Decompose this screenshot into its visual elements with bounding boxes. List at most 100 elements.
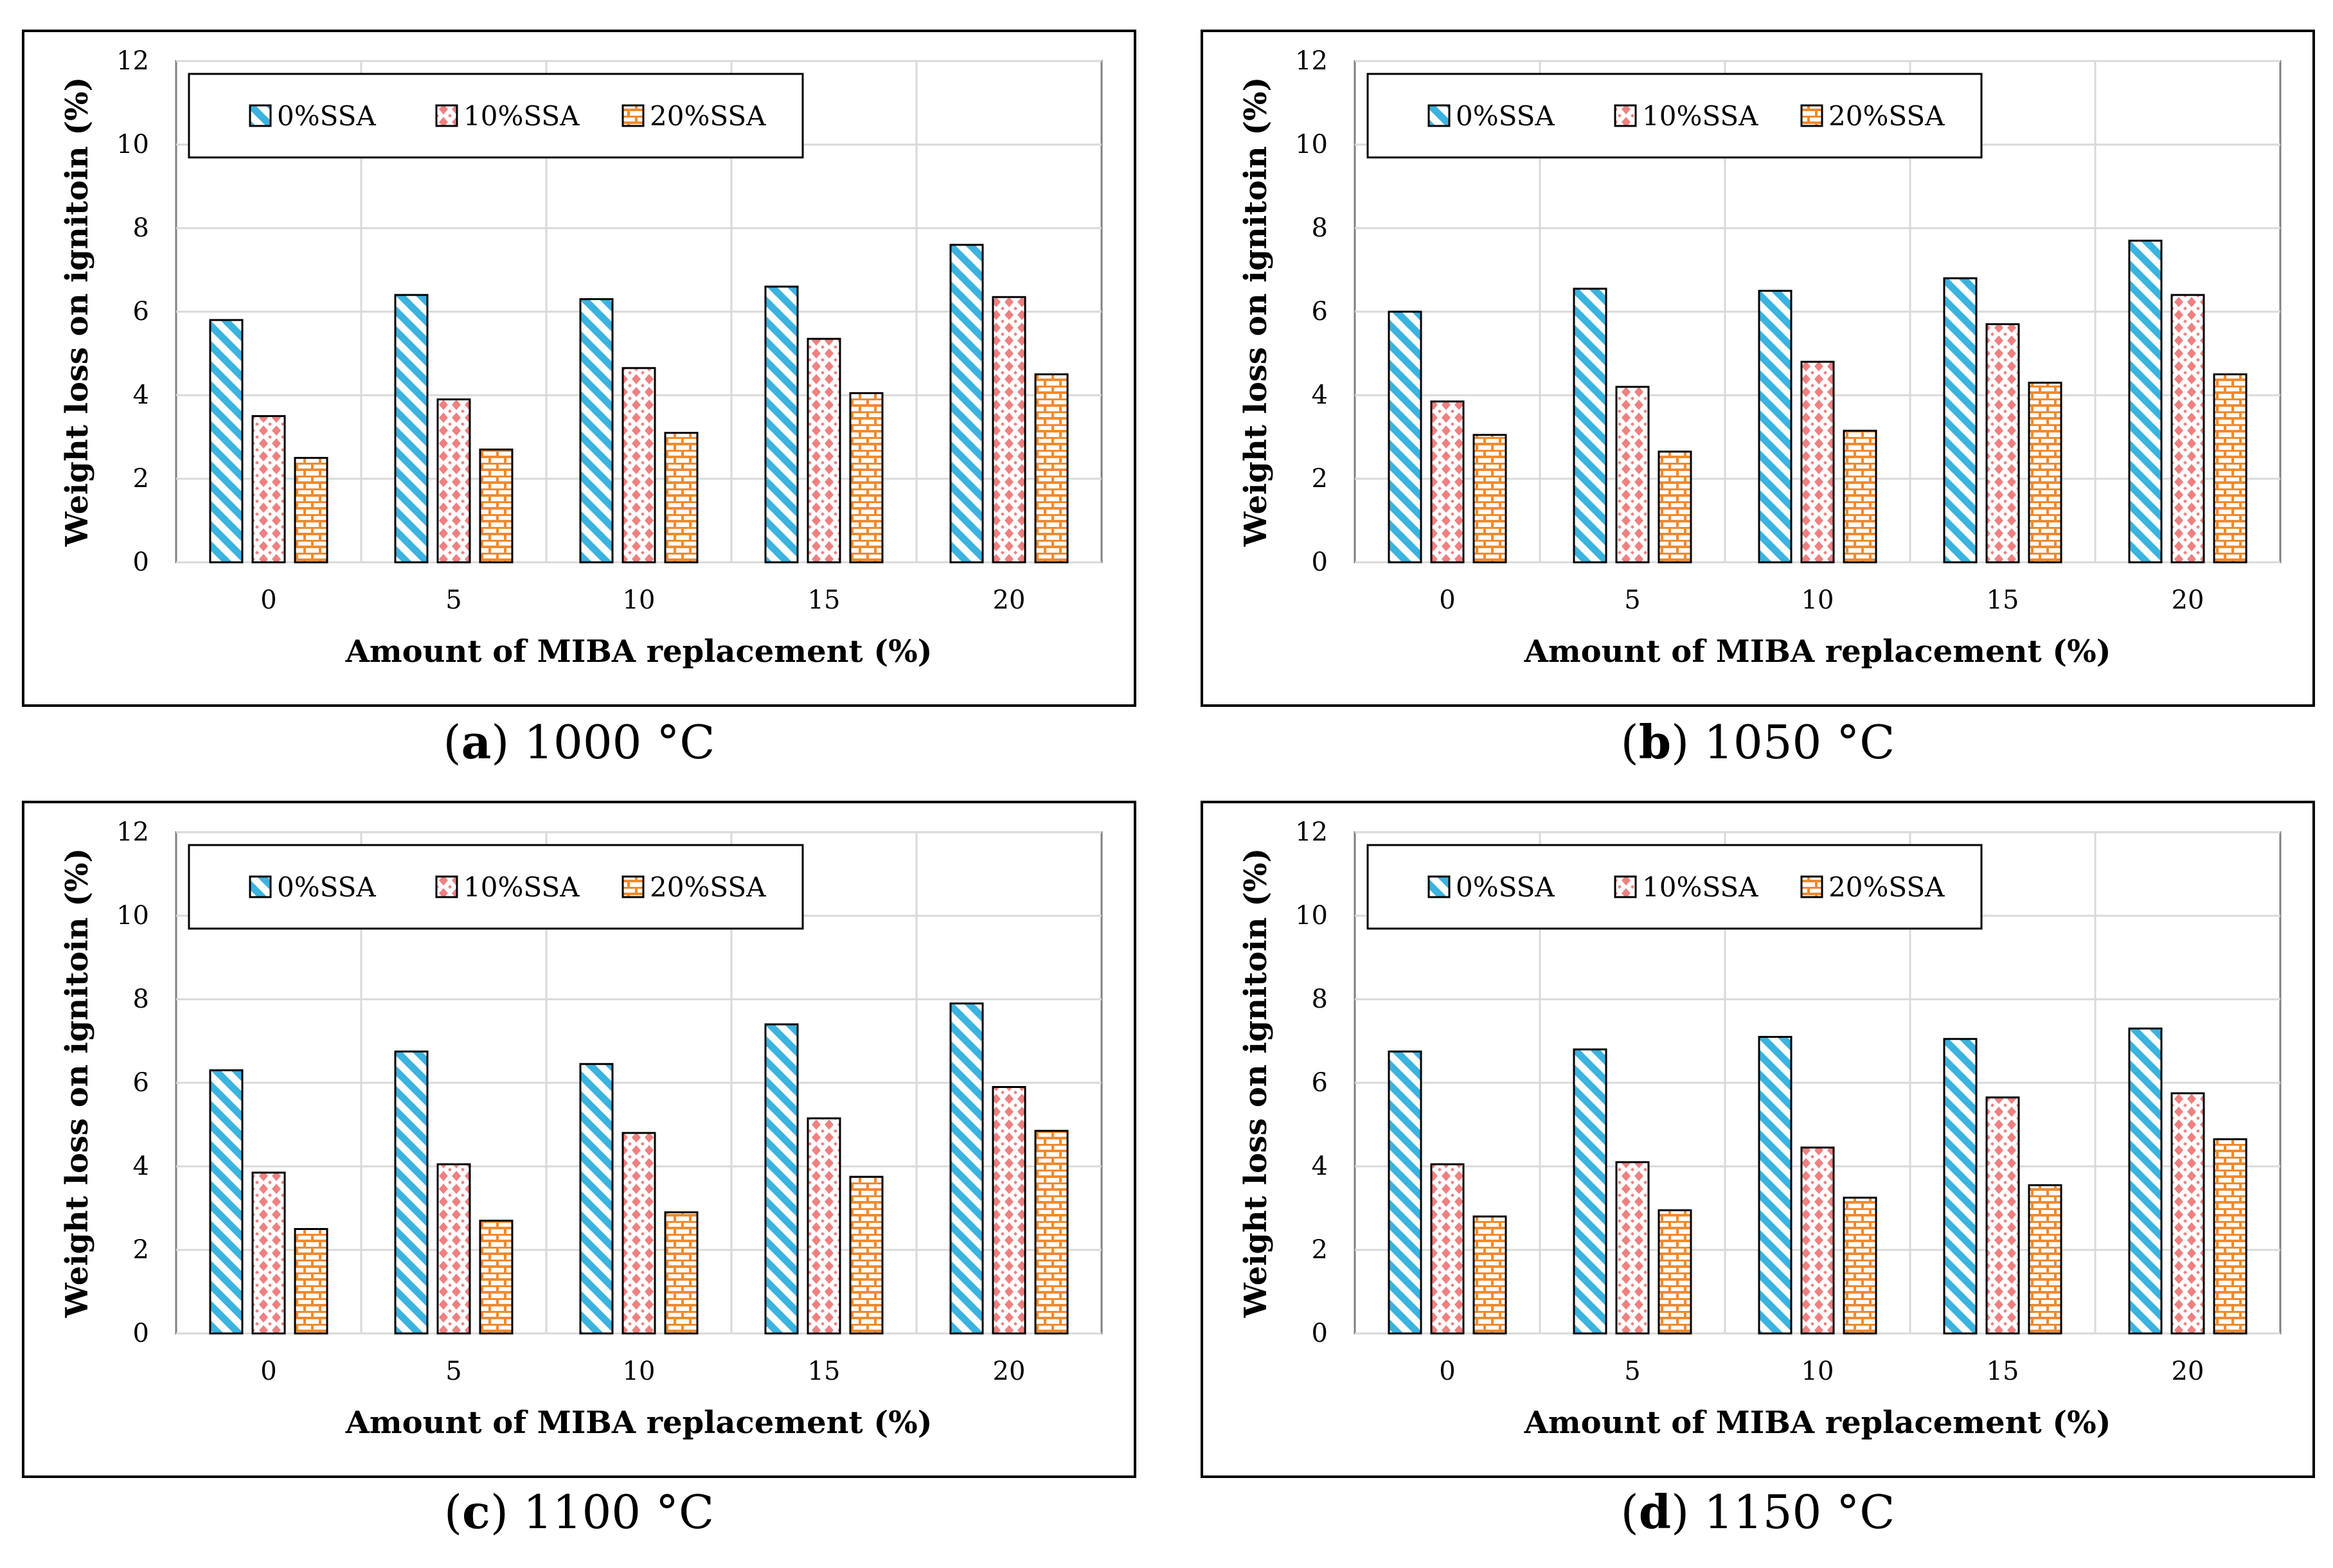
legend-label: 0%SSA (277, 871, 376, 903)
bar-10ssa-20 (2170, 1092, 2205, 1335)
x-tick-label: 10 (623, 1357, 656, 1386)
bar-0ssa-0 (209, 1069, 244, 1335)
bar-0ssa-5 (394, 294, 429, 564)
y-tick-label: 12 (1295, 817, 1328, 847)
bar-0ssa-0 (209, 319, 244, 564)
bar-10ssa-0 (251, 1172, 286, 1335)
bar-20ssa-5 (479, 1220, 514, 1335)
y-axis-label: Weight loss on ignitoin (%) (59, 77, 95, 548)
bar-20ssa-10 (1843, 1197, 1877, 1335)
bar-20ssa-15 (849, 1175, 884, 1335)
bar-10ssa-15 (807, 337, 841, 564)
bar-10ssa-5 (436, 398, 471, 564)
x-axis-label: Amount of MIBA replacement (%) (345, 1405, 933, 1441)
legend: 0%SSA 10%SSA 20%SSA (1366, 73, 1983, 159)
legend-key-20ssa (1800, 875, 1823, 898)
y-tick-label: 12 (116, 817, 149, 847)
bar-20ssa-5 (479, 449, 514, 564)
bar-20ssa-20 (2213, 1138, 2248, 1335)
x-axis-label: Amount of MIBA replacement (%) (1524, 1405, 2111, 1441)
caption-temperature: 1100 °C (508, 1485, 714, 1539)
caption-letter: b (1639, 715, 1671, 769)
chart-panel-b: 0 2 4 6 8 10 12 0 5 10 15 20 Amount of MIBA replacem… (1201, 30, 2315, 769)
y-tick-label: 0 (1312, 1319, 1328, 1348)
caption-close-paren: ) (1671, 715, 1689, 769)
y-tick-label: 2 (1312, 464, 1328, 494)
bar-10ssa-0 (1430, 1163, 1465, 1335)
y-tick-label: 6 (133, 297, 149, 326)
caption-temperature: 1000 °C (509, 715, 715, 769)
x-tick-label: 0 (1439, 1357, 1455, 1386)
bar-20ssa-10 (664, 1211, 699, 1335)
y-tick-label: 4 (1312, 1152, 1328, 1181)
bar-20ssa-15 (2028, 1184, 2062, 1335)
y-tick-label: 8 (1312, 984, 1328, 1014)
y-tick-label: 0 (1312, 548, 1328, 577)
bar-20ssa-10 (1843, 429, 1877, 564)
y-tick-label: 6 (1312, 297, 1328, 326)
legend-label: 20%SSA (1828, 871, 1945, 903)
y-tick-label: 2 (1312, 1235, 1328, 1265)
caption-open-paren: ( (444, 1485, 462, 1539)
x-tick-label: 20 (993, 1357, 1026, 1386)
y-tick-label: 2 (133, 464, 149, 494)
x-axis-label: Amount of MIBA replacement (%) (345, 634, 933, 670)
legend-key-20ssa (1800, 104, 1823, 127)
bar-20ssa-0 (1472, 1215, 1507, 1335)
bar-0ssa-20 (2128, 1028, 2163, 1335)
bar-0ssa-15 (764, 1023, 799, 1335)
legend-label: 20%SSA (650, 871, 766, 903)
bar-0ssa-10 (1758, 290, 1792, 564)
bar-10ssa-5 (1615, 1161, 1650, 1335)
x-tick-label: 20 (2172, 1357, 2204, 1386)
y-tick-label: 10 (1295, 901, 1328, 931)
bar-20ssa-0 (294, 457, 328, 564)
bar-10ssa-15 (1985, 1096, 2020, 1335)
bar-20ssa-5 (1658, 450, 1692, 564)
chart-panel-a: 0 2 4 6 8 10 12 0 5 10 15 20 Amount of MIBA replacem… (22, 30, 1136, 769)
bar-10ssa-20 (992, 296, 1026, 564)
legend-key-20ssa (621, 104, 645, 127)
bar-10ssa-5 (436, 1163, 471, 1335)
bar-20ssa-0 (294, 1228, 328, 1335)
legend-box (1366, 73, 1983, 159)
legend: 0%SSA 10%SSA 20%SSA (1366, 844, 1983, 930)
bar-10ssa-20 (992, 1086, 1026, 1335)
y-tick-label: 10 (1295, 130, 1328, 159)
panel-caption: (c) 1100 °C (444, 1484, 714, 1539)
caption-close-paren: ) (490, 1485, 508, 1539)
bar-10ssa-10 (1800, 361, 1835, 564)
x-tick-label: 0 (1439, 585, 1455, 615)
y-tick-label: 12 (1295, 46, 1328, 76)
y-axis-label: Weight loss on ignitoin (%) (1238, 77, 1274, 548)
bar-10ssa-10 (621, 367, 656, 564)
x-tick-label: 15 (1987, 585, 2019, 615)
bar-0ssa-10 (579, 1063, 614, 1335)
legend-label: 0%SSA (277, 100, 376, 132)
bar-10ssa-15 (807, 1117, 841, 1335)
bar-10ssa-10 (1800, 1146, 1835, 1335)
legend-label: 0%SSA (1456, 100, 1555, 132)
chart-panel-d: 0 2 4 6 8 10 12 0 5 10 15 20 Amount of MIBA replacem… (1201, 801, 2315, 1539)
legend-label: 10%SSA (1642, 871, 1758, 903)
x-tick-label: 5 (1624, 585, 1640, 615)
legend-label: 20%SSA (1828, 100, 1945, 132)
x-axis-label: Amount of MIBA replacement (%) (1524, 634, 2111, 670)
caption-letter: d (1639, 1484, 1671, 1539)
y-tick-label: 8 (133, 984, 149, 1014)
caption-open-paren: ( (1621, 715, 1639, 769)
legend-label: 20%SSA (650, 100, 766, 132)
bar-20ssa-20 (1034, 1130, 1069, 1335)
legend-label: 10%SSA (463, 100, 580, 132)
y-tick-label: 8 (133, 213, 149, 243)
x-tick-label: 5 (1624, 1357, 1640, 1386)
bar-0ssa-5 (1573, 287, 1607, 564)
bar-20ssa-15 (849, 392, 884, 564)
legend-key-10ssa (435, 875, 458, 898)
bar-20ssa-15 (2028, 382, 2062, 564)
legend-label: 10%SSA (1642, 100, 1758, 132)
y-tick-label: 10 (116, 130, 149, 159)
bar-10ssa-0 (251, 415, 286, 564)
legend-key-0ssa (249, 104, 272, 127)
x-tick-label: 10 (623, 585, 656, 615)
